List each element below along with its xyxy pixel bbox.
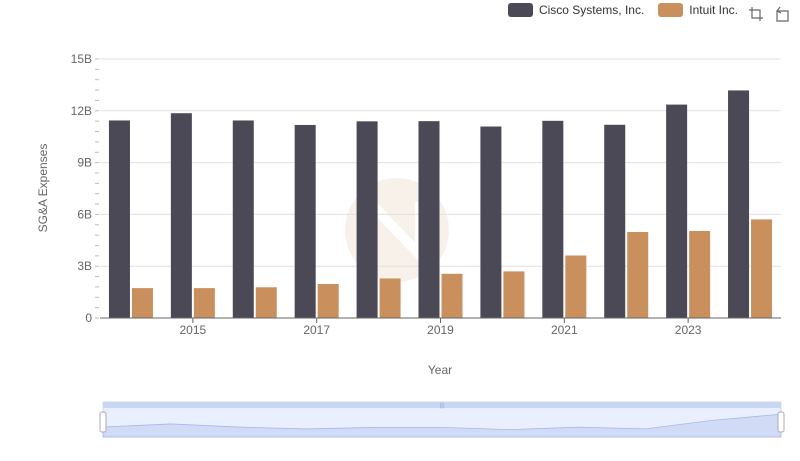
y-tick-label: 3B xyxy=(77,259,92,273)
bar-intuit xyxy=(689,230,711,318)
zoom-grip-icon[interactable]: ||| xyxy=(440,403,445,409)
bar-intuit xyxy=(627,232,649,318)
x-tick-label: 2015 xyxy=(180,323,207,337)
y-tick-label: 6B xyxy=(77,207,92,221)
x-axis: 2015 2017 2019 2021 2023 xyxy=(100,317,781,337)
chart-legend: Cisco Systems, Inc. Intuit Inc. xyxy=(507,3,738,17)
zoom-handle-right[interactable] xyxy=(777,411,785,433)
y-tick-label: 15B xyxy=(71,52,92,66)
x-tick-label: 2019 xyxy=(427,323,454,337)
y-tick-label: 9B xyxy=(77,156,92,170)
bar-intuit xyxy=(503,271,525,318)
bar-cisco xyxy=(542,120,564,318)
x-tick-label: 2017 xyxy=(303,323,330,337)
y-tick-label: 12B xyxy=(71,104,92,118)
bar-intuit xyxy=(379,278,401,318)
zoom-icon[interactable] xyxy=(748,6,764,22)
zoom-move-bar[interactable] xyxy=(103,402,781,408)
bar-cisco xyxy=(294,124,316,318)
bar-intuit xyxy=(131,288,153,318)
bar-cisco xyxy=(108,120,130,318)
bar-cisco xyxy=(604,124,626,318)
y-axis-ticks: 0 3B 6B 9B 12B 15B xyxy=(71,52,99,325)
legend-item-intuit[interactable]: Intuit Inc. xyxy=(658,3,738,17)
bar-intuit xyxy=(193,288,215,318)
restore-icon[interactable] xyxy=(774,6,790,22)
bar-cisco xyxy=(356,121,378,318)
legend-swatch-cisco xyxy=(507,3,533,17)
bar-intuit xyxy=(255,287,277,318)
x-tick-label: 2021 xyxy=(551,323,578,337)
bar-intuit xyxy=(317,283,339,318)
bar-cisco xyxy=(666,104,688,318)
bar-intuit xyxy=(441,273,463,318)
chart-toolbox xyxy=(748,6,790,22)
legend-label-intuit: Intuit Inc. xyxy=(689,3,738,17)
zoom-preview-area xyxy=(102,413,782,438)
y-tick-label: 0 xyxy=(85,311,92,325)
legend-swatch-intuit xyxy=(658,3,684,17)
bar-cisco xyxy=(418,121,440,318)
legend-label-cisco: Cisco Systems, Inc. xyxy=(538,3,645,17)
zoom-handle-left[interactable] xyxy=(99,411,107,433)
bar-intuit xyxy=(565,255,587,318)
bar-cisco xyxy=(480,126,502,318)
legend-item-cisco[interactable]: Cisco Systems, Inc. xyxy=(507,3,645,17)
bar-cisco xyxy=(728,90,750,319)
bar-intuit xyxy=(751,219,773,318)
y-axis-label: SG&A Expenses xyxy=(36,144,50,233)
data-zoom-slider[interactable]: ||| xyxy=(99,401,785,438)
x-tick-label: 2023 xyxy=(675,323,702,337)
bar-cisco xyxy=(232,120,254,318)
bars xyxy=(108,90,773,319)
bar-cisco xyxy=(170,113,192,318)
x-axis-label: Year xyxy=(428,363,452,377)
